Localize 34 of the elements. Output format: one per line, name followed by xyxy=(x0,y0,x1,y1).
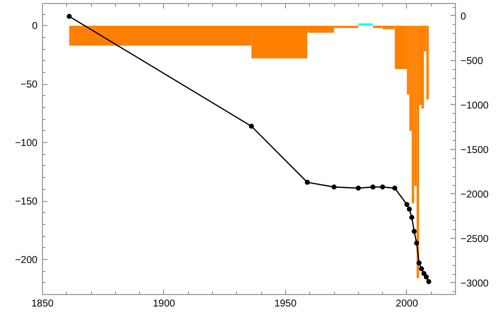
point xyxy=(404,202,410,208)
point xyxy=(409,214,414,220)
point xyxy=(332,184,337,190)
point xyxy=(406,206,412,212)
point xyxy=(418,266,424,272)
point xyxy=(421,270,426,276)
point xyxy=(356,186,361,191)
y2-tick-label: −500 xyxy=(460,56,484,67)
point xyxy=(424,274,429,280)
y2-tick-label: −1500 xyxy=(460,144,490,156)
x-tick-label: 1950 xyxy=(274,298,298,310)
y-tick-label: −200 xyxy=(14,254,38,266)
y-tick-label: −50 xyxy=(20,80,38,91)
point xyxy=(380,184,386,190)
y2-tick-label: −3000 xyxy=(460,278,490,290)
point xyxy=(412,228,417,234)
point xyxy=(426,279,432,284)
point xyxy=(414,240,420,246)
y2-tick-label: 0 xyxy=(460,11,466,22)
y-tick-label: 0 xyxy=(32,21,38,32)
y-tick-label: −100 xyxy=(14,138,38,150)
point xyxy=(66,14,72,19)
point xyxy=(392,186,398,191)
x-tick-label: 1900 xyxy=(152,298,176,310)
y2-tick-label: −2500 xyxy=(460,234,490,245)
y2-tick-label: −1000 xyxy=(460,100,490,112)
point xyxy=(304,180,310,185)
y2-tick-label: −2000 xyxy=(460,189,490,200)
point xyxy=(416,260,422,266)
y-tick-label: −150 xyxy=(14,196,38,208)
x-tick-label: 1850 xyxy=(31,298,54,310)
point xyxy=(370,184,376,190)
x-tick-label: 2000 xyxy=(396,298,418,310)
point xyxy=(248,124,254,129)
